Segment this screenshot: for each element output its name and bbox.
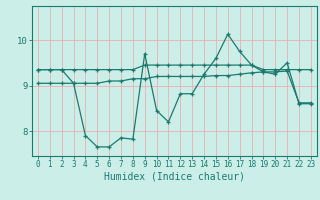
X-axis label: Humidex (Indice chaleur): Humidex (Indice chaleur): [104, 172, 245, 182]
